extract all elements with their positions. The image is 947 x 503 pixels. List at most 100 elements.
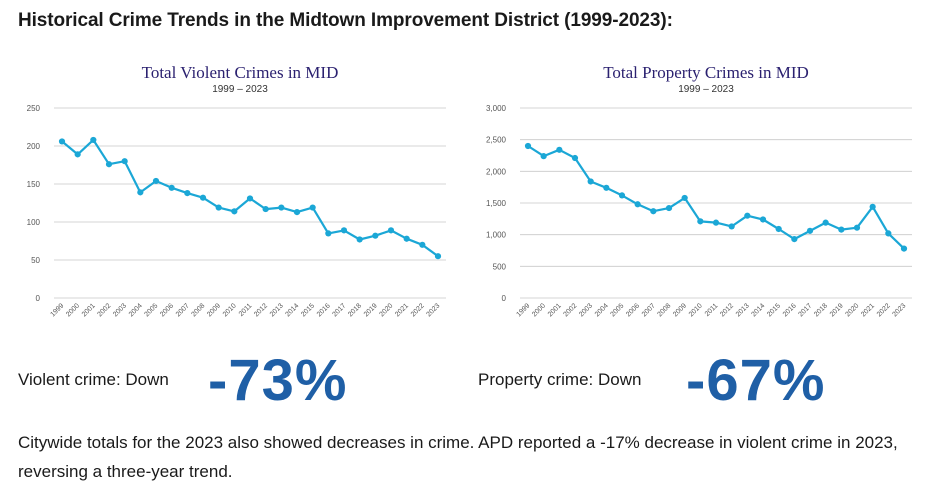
property-y-tick-label: 1,000 <box>486 231 507 240</box>
violent-x-tick-label: 2016 <box>316 302 332 318</box>
property-data-point <box>697 218 704 225</box>
violent-data-point <box>152 177 160 185</box>
violent-data-point <box>387 227 395 234</box>
property-data-point <box>587 178 594 185</box>
property-x-tick-label: 2019 <box>829 302 845 318</box>
property-chart-title: Total Property Crimes in MID <box>603 63 809 82</box>
violent-data-point <box>105 161 113 168</box>
property-data-point <box>571 154 579 162</box>
property-crime-label: Property crime: Down <box>478 370 642 389</box>
violent-x-tick-label: 2010 <box>222 302 238 318</box>
footer-text: Citywide totals for the 2023 also showed… <box>18 433 898 481</box>
property-data-point <box>900 245 908 252</box>
violent-data-point <box>293 209 301 216</box>
property-data-point <box>524 142 532 150</box>
violent-x-tick-label: 2017 <box>331 302 347 318</box>
property-data-point <box>885 230 892 237</box>
violent-data-point <box>372 232 379 239</box>
property-x-tick-label: 2014 <box>750 302 766 318</box>
property-y-tick-label: 0 <box>502 294 507 303</box>
property-data-point <box>712 219 720 226</box>
property-x-tick-label: 2008 <box>656 302 672 318</box>
property-data-point <box>806 227 814 234</box>
property-x-tick-label: 2011 <box>704 302 720 318</box>
violent-data-point <box>168 184 175 191</box>
violent-x-tick-label: 2003 <box>112 302 128 318</box>
violent-crimes-chart-svg: Total Violent Crimes in MID 1999 – 2023 0 5… <box>27 63 446 318</box>
property-data-point <box>540 153 547 160</box>
violent-data-point <box>419 241 426 248</box>
property-crimes-chart-svg: Total Property Crimes in MID 1999 – 2023 0… <box>486 63 912 318</box>
property-x-tick-label: 2022 <box>876 302 892 318</box>
violent-crime-change: -73% <box>208 348 348 413</box>
property-data-point <box>775 225 782 233</box>
violent-x-tick-label: 2014 <box>284 302 300 318</box>
property-y-tick-label: 3,000 <box>486 104 507 113</box>
violent-x-tick-label: 2002 <box>96 302 112 318</box>
violent-data-point <box>90 136 97 144</box>
violent-x-tick-label: 2015 <box>300 302 316 318</box>
violent-data-point <box>434 253 442 260</box>
property-x-tick-label: 2007 <box>641 302 657 318</box>
violent-data-point <box>184 190 191 197</box>
property-x-tick-label: 2013 <box>735 302 751 318</box>
property-data-point <box>791 236 798 243</box>
violent-y-tick-label: 200 <box>27 142 41 151</box>
violent-y-tick-label: 0 <box>36 294 41 303</box>
property-data-point <box>681 194 688 202</box>
property-data-point <box>869 203 876 210</box>
property-series-line <box>527 145 905 250</box>
property-data-point <box>744 212 751 219</box>
property-data-point <box>650 208 657 215</box>
property-chart-subtitle: 1999 – 2023 <box>678 84 734 95</box>
property-x-tick-label: 2003 <box>578 302 594 318</box>
property-data-point <box>759 216 767 223</box>
violent-x-tick-label: 2020 <box>378 302 394 318</box>
property-data-point <box>728 223 735 230</box>
violent-x-tick-label: 2023 <box>425 302 441 318</box>
violent-x-tick-label: 2019 <box>363 302 379 318</box>
page-title: Historical Crime Trends in the Midtown I… <box>18 10 673 31</box>
violent-data-point <box>340 227 348 234</box>
property-x-tick-label: 2001 <box>547 302 563 318</box>
property-x-tick-label: 2023 <box>891 302 907 318</box>
violent-data-point <box>356 236 363 243</box>
property-x-tick-label: 2012 <box>719 302 735 318</box>
property-y-tick-label: 2,000 <box>486 167 507 176</box>
property-data-point <box>634 201 641 208</box>
violent-data-point <box>231 208 238 215</box>
violent-data-point <box>403 235 410 242</box>
violent-x-tick-label: 2021 <box>394 302 410 318</box>
property-x-tick-label: 2000 <box>531 302 547 318</box>
violent-x-tick-label: 1999 <box>49 302 65 318</box>
violent-data-point <box>262 205 269 213</box>
violent-chart-subtitle: 1999 – 2023 <box>212 84 268 95</box>
property-y-tick-label: 500 <box>493 262 507 271</box>
violent-data-point <box>121 158 128 165</box>
property-x-tick-label: 2002 <box>562 302 578 318</box>
violent-x-tick-label: 2004 <box>128 302 144 318</box>
violent-data-point <box>199 194 207 201</box>
property-crime-change: -67% <box>686 348 826 413</box>
property-crimes-chart: Total Property Crimes in MID 1999 – 2023 0… <box>480 60 920 340</box>
violent-crime-label: Violent crime: Down <box>18 370 169 389</box>
property-data-point <box>822 219 829 226</box>
property-x-tick-label: 2017 <box>797 302 813 318</box>
violent-x-tick-label: 2000 <box>65 302 81 318</box>
property-x-tick-label: 2010 <box>688 302 704 318</box>
violent-data-point <box>246 195 254 202</box>
violent-y-tick-label: 150 <box>27 180 41 189</box>
violent-data-point <box>58 138 66 145</box>
property-x-tick-label: 2021 <box>860 302 876 318</box>
violent-data-point <box>215 204 222 211</box>
property-data-point <box>853 224 861 231</box>
property-x-tick-label: 2005 <box>609 302 625 318</box>
violent-crimes-chart: Total Violent Crimes in MID 1999 – 2023 0 5… <box>14 60 454 340</box>
violent-x-tick-label: 2018 <box>347 302 363 318</box>
property-data-point <box>618 192 626 199</box>
violent-x-tick-label: 2008 <box>190 302 206 318</box>
violent-x-tick-label: 2022 <box>410 302 426 318</box>
violent-data-point <box>74 151 81 158</box>
property-data-point <box>603 184 610 191</box>
property-x-tick-label: 2016 <box>782 302 798 318</box>
